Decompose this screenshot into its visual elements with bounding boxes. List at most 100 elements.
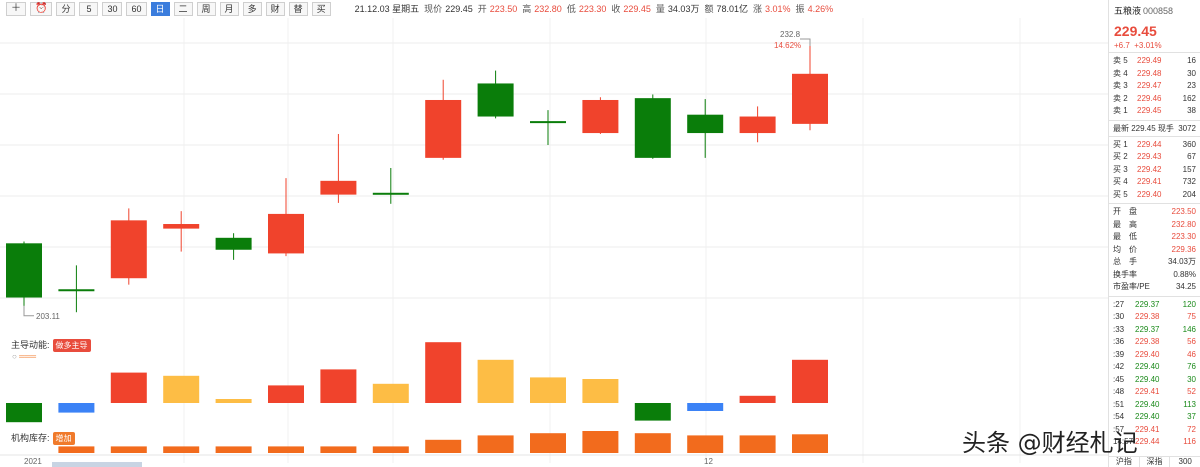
stat-label: 换手率 (1113, 269, 1137, 279)
indicator1-bar[interactable] (687, 403, 724, 411)
indicator2-bar[interactable] (268, 446, 304, 453)
period-button-3[interactable]: 5 (79, 1, 99, 16)
index-tab[interactable]: 沪指 (1109, 457, 1140, 467)
clock-icon[interactable]: ⏰ (30, 1, 53, 16)
indicator1-bar[interactable] (320, 369, 357, 403)
indicator2-bar[interactable] (687, 435, 724, 453)
plus-icon[interactable]: ＋ (6, 1, 26, 16)
ask-row: 卖 4 229.48 30 (1109, 68, 1200, 81)
indicator2-bar[interactable] (792, 434, 828, 453)
trade-row: :27 229.37 120 (1109, 299, 1200, 312)
indicator2-bar[interactable] (110, 446, 147, 453)
index-tab[interactable]: 300 (1170, 457, 1200, 467)
indicator2-bar[interactable] (739, 435, 776, 453)
candle-body[interactable] (58, 289, 95, 292)
indicator1-bar[interactable] (110, 372, 147, 403)
indicator2-badge: 增加 (52, 432, 75, 445)
candle-body[interactable] (110, 220, 147, 279)
ask-row: 卖 3 229.47 23 (1109, 80, 1200, 93)
amount-label: 额 (704, 4, 714, 14)
bid-row: 买 2 229.43 67 (1109, 151, 1200, 164)
kline-chart[interactable]: 232.8 14.62% 203.11 2021 12 (0, 18, 1108, 467)
candle-body[interactable] (530, 121, 566, 124)
bid-volume: 204 (1182, 189, 1196, 199)
candle-body[interactable] (739, 116, 776, 134)
indicator2-bar[interactable] (372, 446, 409, 453)
bid-label: 买 5 (1113, 189, 1128, 199)
indicator1-bar[interactable] (215, 399, 252, 403)
candle-body[interactable] (6, 243, 42, 298)
indicator2-bar[interactable] (320, 446, 357, 453)
stat-value: 34.03万 (1167, 257, 1196, 266)
trade-time: :36 (1113, 337, 1125, 346)
x-label-year: 2021 (24, 457, 42, 466)
trade-volume: 52 (1187, 387, 1196, 396)
candle-body[interactable] (687, 114, 724, 134)
trade-time: 14:57 (1113, 437, 1134, 446)
indicator2-bar[interactable] (530, 433, 566, 453)
bid-label: 买 2 (1113, 152, 1128, 161)
current-price: 229.45 (445, 3, 473, 14)
trade-row: :48 229.41 52 (1109, 386, 1200, 399)
indicator1-bar[interactable] (634, 403, 671, 421)
candle-body[interactable] (372, 192, 409, 195)
indicator2-bar[interactable] (425, 439, 462, 453)
candle-body[interactable] (477, 83, 514, 117)
indicator1-bar[interactable] (372, 383, 409, 403)
indicator1-bar[interactable] (530, 377, 566, 403)
indicator1-bar[interactable] (739, 395, 776, 403)
candle-body[interactable] (320, 180, 357, 195)
period-button-13[interactable]: 买 (311, 1, 331, 16)
ask-price: 229.46 (1137, 93, 1162, 103)
indicator2-bar[interactable] (163, 446, 200, 453)
ask-volume: 30 (1187, 68, 1196, 78)
indicator1-bar[interactable] (163, 375, 200, 403)
period-button-2[interactable]: 分 (56, 1, 76, 16)
period-button-12[interactable]: 替 (288, 1, 308, 16)
high-label: 高 (522, 4, 532, 14)
indicator1-label: 主导动能: (11, 340, 50, 350)
ask-volume: 16 (1187, 56, 1196, 65)
change-value: 3.01% (765, 3, 791, 14)
candle-body[interactable] (215, 237, 252, 250)
trade-row: :57 229.41 72 (1109, 424, 1200, 437)
trade-time: :33 (1113, 324, 1125, 334)
ask-volume: 38 (1187, 106, 1196, 115)
candle-body[interactable] (268, 213, 304, 254)
low-label: 低 (566, 4, 576, 14)
scrollbar-thumb[interactable] (52, 462, 142, 467)
indicator2-bar[interactable] (582, 431, 619, 453)
indicator2-bar[interactable] (58, 446, 95, 453)
indicator1-bar[interactable] (58, 403, 95, 413)
candle-body[interactable] (163, 224, 200, 229)
index-tab[interactable]: 深指 (1140, 457, 1171, 467)
candle-body[interactable] (634, 98, 671, 158)
candle-body[interactable] (425, 99, 462, 158)
indicator1-bar[interactable] (582, 379, 619, 403)
period-button-5[interactable]: 60 (126, 1, 147, 16)
high-pct-annotation: 14.62% (774, 41, 801, 50)
indicator1-bar[interactable] (425, 342, 462, 403)
indicator2-bar[interactable] (477, 435, 514, 453)
period-button-4[interactable]: 30 (102, 1, 123, 16)
indicator1-bar[interactable] (6, 403, 42, 423)
latest-row: 最新 229.45 现手 3072 (1109, 121, 1200, 137)
period-button-11[interactable]: 财 (265, 1, 285, 16)
period-button-8[interactable]: 周 (196, 1, 216, 16)
bid-price: 229.43 (1137, 152, 1162, 161)
trade-volume: 46 (1187, 349, 1196, 359)
bid-volume: 360 (1182, 139, 1196, 149)
period-button-10[interactable]: 多 (242, 1, 262, 16)
indicator2-bar[interactable] (215, 446, 252, 453)
period-button-6[interactable]: 日 (150, 1, 170, 16)
stat-row: 最 低 223.30 (1109, 231, 1200, 244)
candle-body[interactable] (792, 73, 828, 124)
period-button-9[interactable]: 月 (219, 1, 239, 16)
indicator1-bar[interactable] (477, 359, 514, 403)
candle-body[interactable] (582, 99, 619, 134)
period-button-7[interactable]: 二 (173, 1, 193, 16)
trade-price: 229.37 (1135, 299, 1160, 309)
indicator1-bar[interactable] (792, 359, 828, 403)
indicator1-bar[interactable] (268, 385, 304, 403)
indicator2-bar[interactable] (634, 433, 671, 453)
